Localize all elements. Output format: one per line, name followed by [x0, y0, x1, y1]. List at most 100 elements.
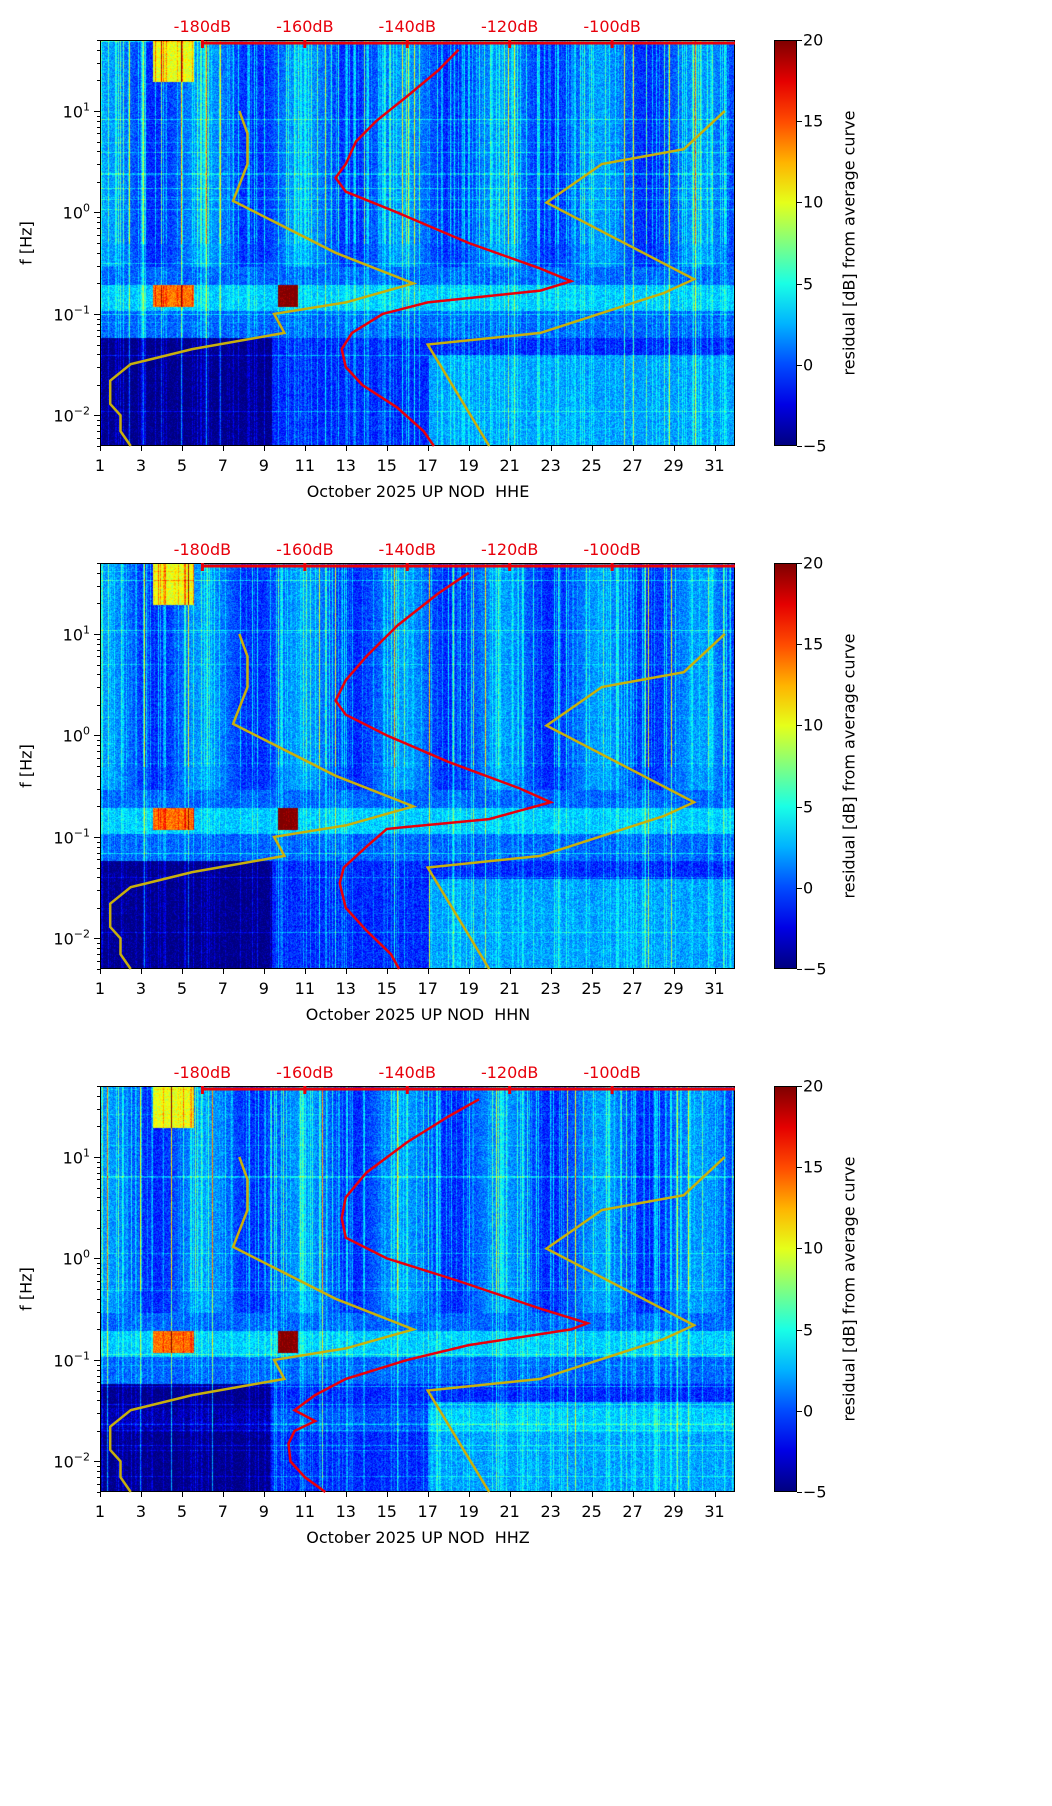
y-minor-tick — [97, 1274, 100, 1276]
x-tick-label: 1 — [94, 456, 106, 475]
y-minor-tick — [97, 1298, 100, 1300]
y-minor-tick — [97, 164, 100, 166]
db-scale-label: -160dB — [276, 1063, 334, 1082]
x-tick-mark — [427, 969, 429, 974]
colorbar-tick-label: −5 — [803, 1482, 827, 1502]
x-tick-label: 11 — [294, 979, 316, 998]
y-tick-label: 100 — [63, 202, 90, 223]
y-minor-tick — [97, 40, 100, 41]
nlnm-curve — [108, 633, 418, 970]
y-minor-tick — [97, 243, 100, 244]
x-tick-mark — [263, 446, 265, 451]
colorbar-tick-mark — [797, 1410, 802, 1412]
x-tick-label: 1 — [94, 1502, 106, 1521]
x-tick-mark — [304, 969, 306, 974]
y-minor-tick — [97, 1268, 100, 1270]
y-minor-tick — [97, 788, 100, 790]
x-tick-mark — [100, 446, 101, 451]
curve-overlay — [108, 563, 735, 970]
colorbar-tick-mark — [797, 725, 802, 727]
y-tick-mark — [94, 633, 100, 635]
x-tick-label: 29 — [663, 979, 684, 998]
db-scale-label: -180dB — [173, 17, 232, 36]
y-tick-exponent: −2 — [73, 927, 90, 941]
y-tick-label: 10−2 — [53, 405, 90, 426]
curve-overlay — [108, 40, 735, 447]
x-tick-mark — [509, 969, 511, 974]
y-minor-tick — [97, 49, 100, 51]
x-tick-mark — [263, 969, 265, 974]
colorbar-tick-mark — [797, 1329, 802, 1331]
y-minor-tick — [97, 151, 100, 153]
y-minor-tick — [97, 367, 100, 369]
y-tick-label: 101 — [63, 623, 90, 644]
x-tick-label: 5 — [176, 1502, 188, 1521]
y-minor-tick — [97, 943, 100, 945]
x-tick-mark — [263, 1492, 265, 1497]
colorbar-tick-mark — [797, 121, 802, 123]
colorbar-tick-mark — [797, 446, 802, 447]
y-minor-tick — [97, 1227, 100, 1229]
y-minor-tick — [97, 120, 100, 122]
x-tick-label: 19 — [458, 456, 479, 475]
y-minor-tick — [97, 1375, 100, 1377]
colorbar-label: residual [dB] from average curve — [839, 633, 859, 899]
x-tick-label: 7 — [217, 456, 228, 475]
x-tick-mark — [140, 969, 142, 974]
y-minor-tick — [97, 867, 100, 869]
y-minor-tick — [97, 80, 100, 82]
y-tick-base: 10 — [53, 828, 74, 848]
y-minor-tick — [97, 1466, 100, 1468]
y-minor-tick — [97, 846, 100, 848]
x-tick-label: 7 — [217, 979, 228, 998]
y-minor-tick — [97, 228, 100, 230]
db-scale-label: -100dB — [583, 540, 641, 559]
x-tick-mark — [222, 969, 224, 974]
y-tick-base: 10 — [53, 1351, 74, 1371]
spectrogram-image — [101, 1087, 734, 1491]
y-minor-tick — [97, 603, 100, 605]
y-tick-base: 10 — [53, 1452, 74, 1472]
y-minor-tick — [97, 425, 100, 427]
y-tick-mark — [94, 1359, 100, 1361]
x-tick-label: 9 — [258, 979, 269, 998]
y-tick-label: 101 — [63, 1146, 90, 1167]
db-scale-label: -100dB — [583, 1063, 641, 1082]
x-tick-label: 15 — [376, 456, 397, 475]
y-minor-tick — [97, 1263, 100, 1265]
y-minor-tick — [97, 431, 100, 433]
db-scale-label: -160dB — [276, 17, 334, 36]
y-minor-tick — [97, 1280, 100, 1282]
y-tick-mark — [94, 938, 100, 940]
y-tick-exponent: −2 — [73, 1450, 90, 1464]
x-tick-label: 9 — [258, 1502, 269, 1521]
db-scale-label: -140dB — [378, 1063, 436, 1082]
x-tick-label: 25 — [581, 1502, 602, 1521]
y-minor-tick — [97, 859, 100, 861]
y-minor-tick — [97, 969, 100, 970]
x-tick-mark — [386, 1492, 388, 1497]
x-tick-mark — [222, 1492, 224, 1497]
x-tick-mark — [181, 1492, 183, 1497]
y-minor-tick — [97, 323, 100, 325]
y-minor-tick — [97, 960, 100, 962]
x-tick-mark — [222, 446, 224, 451]
y-minor-tick — [97, 437, 100, 439]
y-minor-tick — [97, 420, 100, 422]
db-scale-label: -140dB — [378, 17, 436, 36]
x-tick-mark — [345, 1492, 347, 1497]
colorbar-tick-label: 5 — [803, 274, 814, 294]
db-scale-label: -160dB — [276, 540, 334, 559]
x-tick-mark — [591, 446, 593, 451]
x-tick-mark — [427, 1492, 429, 1497]
y-minor-tick — [97, 1187, 100, 1189]
y-minor-tick — [97, 141, 100, 143]
x-tick-label: 27 — [622, 456, 643, 475]
x-tick-mark — [673, 969, 675, 974]
y-minor-tick — [97, 1364, 100, 1366]
y-minor-tick — [97, 446, 100, 447]
colorbar-tick-label: 20 — [803, 553, 824, 573]
x-axis-label: October 2025 UP NOD HHE — [306, 482, 530, 501]
y-minor-tick — [97, 664, 100, 666]
y-tick-base: 10 — [62, 102, 83, 122]
